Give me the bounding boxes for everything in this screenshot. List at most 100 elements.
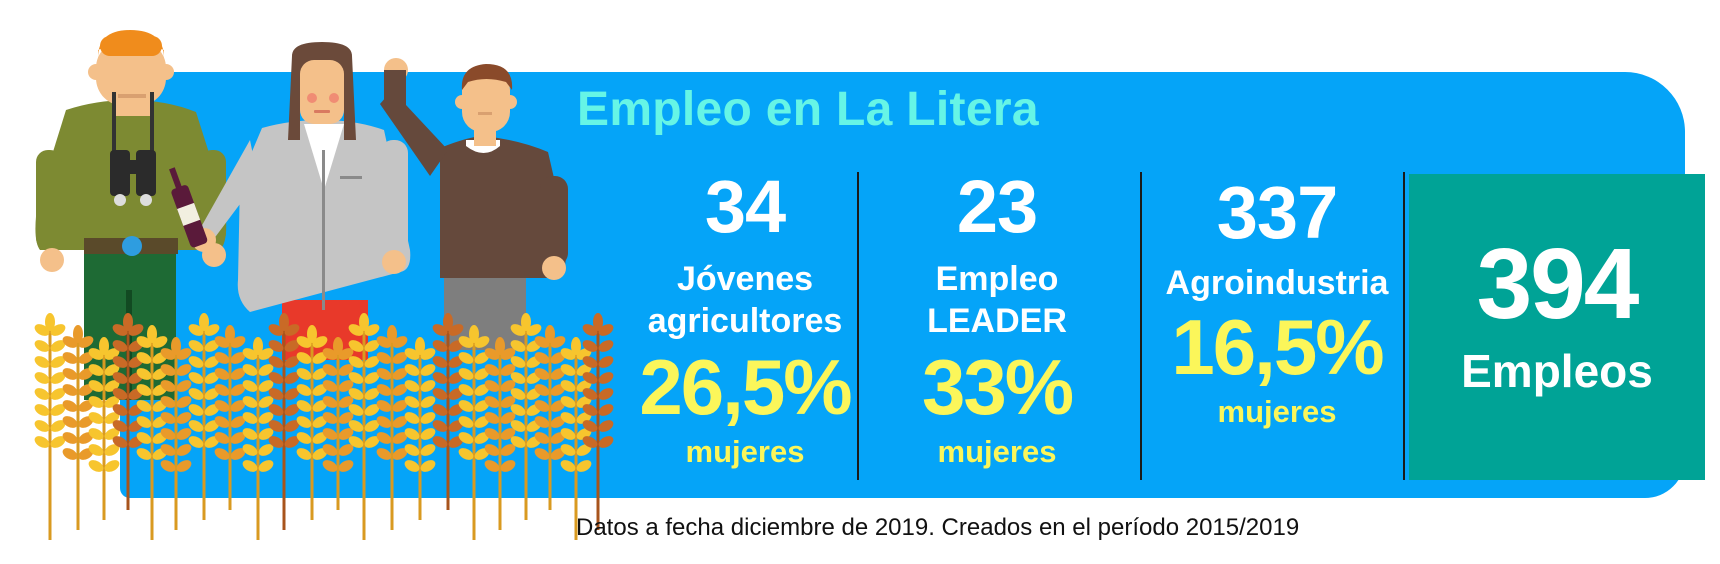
wheat-grain bbox=[404, 364, 420, 376]
wheat-grain bbox=[526, 324, 542, 336]
wheat-grain bbox=[214, 368, 230, 380]
wheat-tip bbox=[571, 337, 581, 355]
wheat-grain bbox=[576, 444, 592, 456]
wheat-grain bbox=[296, 336, 312, 348]
wheat-grain bbox=[392, 400, 408, 412]
wheat-grain bbox=[88, 444, 104, 456]
wheat-grain bbox=[348, 388, 364, 400]
wheat-grain bbox=[34, 356, 50, 368]
wheat-grain bbox=[296, 448, 312, 460]
wheat-grain bbox=[392, 368, 408, 380]
wheat-grain bbox=[50, 420, 66, 432]
wheat-stem bbox=[48, 330, 52, 540]
wheat-grain bbox=[242, 428, 258, 440]
wheat-grain bbox=[50, 404, 66, 416]
wheat-grain bbox=[160, 460, 176, 472]
wheat-grain bbox=[500, 364, 516, 376]
wheat-grain bbox=[204, 340, 220, 352]
wheat-grain bbox=[160, 444, 176, 456]
wheat-grain bbox=[550, 384, 566, 396]
wheat-grain bbox=[364, 420, 380, 432]
wheat-grain bbox=[364, 404, 380, 416]
wheat-grain bbox=[204, 404, 220, 416]
wheat-grain bbox=[432, 372, 448, 384]
wheat-grain bbox=[392, 336, 408, 348]
wheat-grain bbox=[392, 432, 408, 444]
wheat-grain bbox=[322, 428, 338, 440]
wheat-grain bbox=[534, 432, 550, 444]
wheat-grain bbox=[550, 368, 566, 380]
wheat-grain bbox=[312, 432, 328, 444]
wheat-tip bbox=[545, 325, 555, 343]
wheat-grain bbox=[582, 340, 598, 352]
wheat-grain bbox=[432, 436, 448, 448]
wheat-grain bbox=[34, 340, 50, 352]
stat-percent: 26,5% bbox=[639, 343, 852, 431]
wheat-grain bbox=[112, 404, 128, 416]
wheat-grain bbox=[598, 356, 614, 368]
footnote: Datos a fecha diciembre de 2019. Creados… bbox=[576, 514, 1300, 541]
wheat-grain bbox=[550, 400, 566, 412]
wheat-grain bbox=[62, 384, 78, 396]
wheat-grain bbox=[534, 352, 550, 364]
stat-label-line2: LEADER bbox=[927, 302, 1067, 340]
wheat-grain bbox=[268, 340, 284, 352]
wheat-grain bbox=[78, 432, 94, 444]
wheat-stem bbox=[336, 354, 340, 510]
wheat-grain bbox=[582, 436, 598, 448]
wheat-tip bbox=[147, 325, 157, 343]
wheat-grain bbox=[448, 324, 464, 336]
wheat-grain bbox=[348, 356, 364, 368]
man-figure bbox=[380, 58, 568, 350]
wheat-grain bbox=[338, 396, 354, 408]
wheat-grain bbox=[364, 436, 380, 448]
wheat-grain bbox=[296, 432, 312, 444]
wheat-grain bbox=[550, 336, 566, 348]
wheat-grain bbox=[62, 352, 78, 364]
wheat-grain bbox=[510, 324, 526, 336]
stat-number: 34 bbox=[704, 165, 786, 248]
wheat-tip bbox=[387, 325, 397, 343]
wheat-grain bbox=[322, 348, 338, 360]
wheat-tip bbox=[99, 337, 109, 355]
wheat-grain bbox=[242, 380, 258, 392]
wheat-grain bbox=[128, 324, 144, 336]
divider bbox=[1403, 172, 1405, 480]
wheat-grain bbox=[420, 396, 436, 408]
wheat-grain bbox=[268, 388, 284, 400]
wheat-tip bbox=[73, 325, 83, 343]
wheat-grain bbox=[268, 404, 284, 416]
wheat-grain bbox=[204, 436, 220, 448]
wheat-grain bbox=[500, 412, 516, 424]
wheat-grain bbox=[560, 396, 576, 408]
wheat-grain bbox=[34, 404, 50, 416]
wheat-grain bbox=[420, 444, 436, 456]
wheat-grain bbox=[188, 436, 204, 448]
wheat-grain bbox=[348, 404, 364, 416]
wheat-grain bbox=[62, 400, 78, 412]
wheat-grain bbox=[284, 372, 300, 384]
wheat-grain bbox=[534, 400, 550, 412]
wheat-grain bbox=[364, 356, 380, 368]
wheat-grain bbox=[510, 388, 526, 400]
wheat-grain bbox=[160, 380, 176, 392]
wheat-grain bbox=[50, 436, 66, 448]
wheat-tip bbox=[469, 325, 479, 343]
wheat-grain bbox=[136, 336, 152, 348]
wheat-grain bbox=[312, 384, 328, 396]
wheat-grain bbox=[598, 420, 614, 432]
wheat-grain bbox=[364, 372, 380, 384]
wheat-grain bbox=[550, 416, 566, 428]
wheat-tip bbox=[333, 337, 343, 355]
wheat-grain bbox=[50, 340, 66, 352]
people-wheat-illustration bbox=[34, 30, 614, 540]
wheat-grain bbox=[500, 380, 516, 392]
wheat-grain bbox=[112, 420, 128, 432]
stat-percent: 16,5% bbox=[1171, 303, 1384, 391]
wheat-grain bbox=[188, 420, 204, 432]
wheat-grain bbox=[312, 352, 328, 364]
wheat-stem bbox=[362, 330, 366, 540]
wheat-grain bbox=[88, 460, 104, 472]
wheat-grain bbox=[598, 404, 614, 416]
wheat-grain bbox=[268, 324, 284, 336]
